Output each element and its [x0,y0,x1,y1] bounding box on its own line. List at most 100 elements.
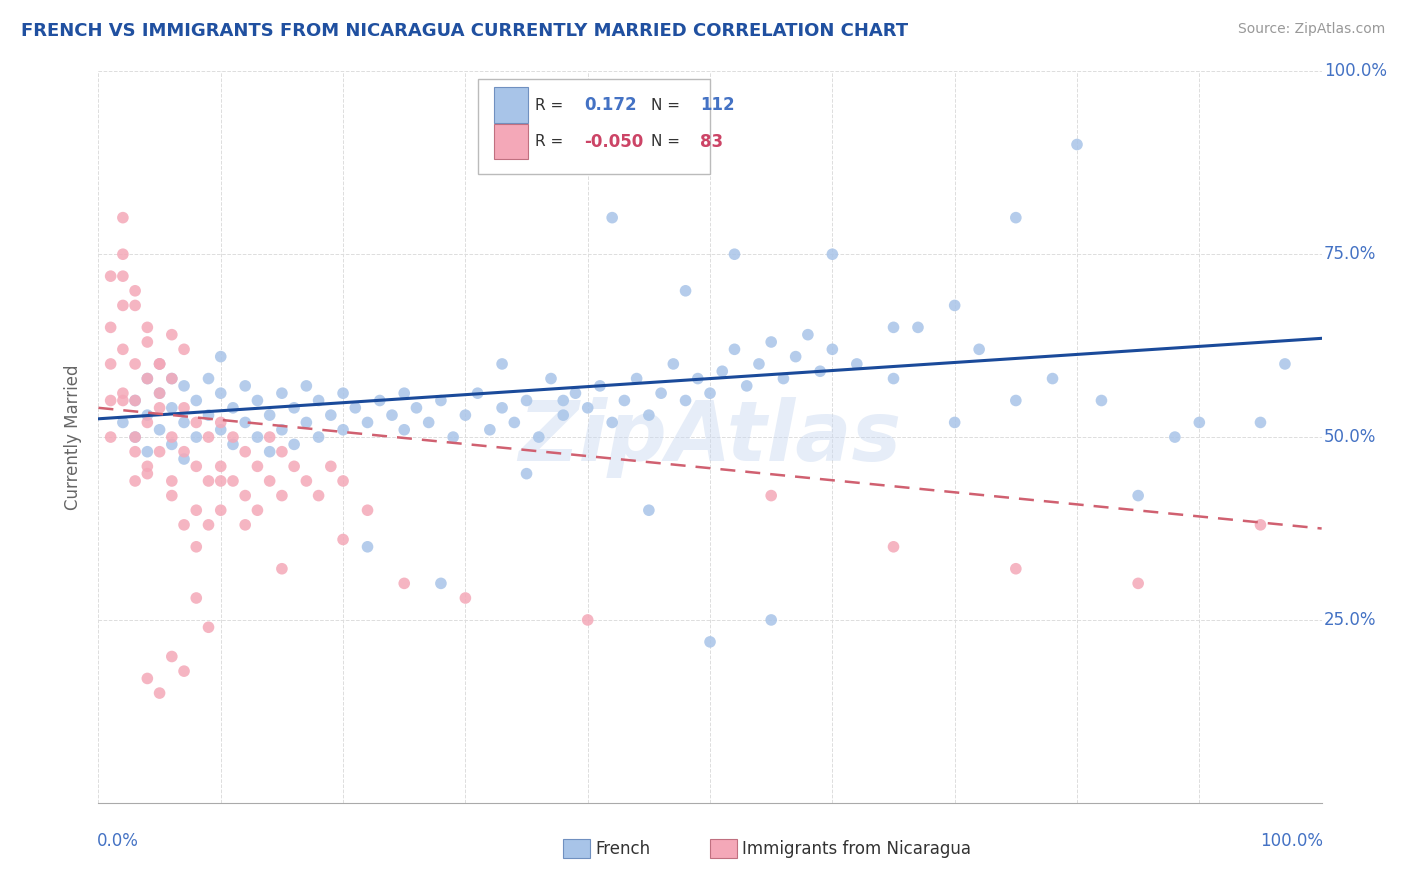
Point [699,386,721,401]
Point [797,327,820,342]
Y-axis label: Currently Married: Currently Married [65,364,83,510]
Point [515,467,537,481]
Point [149,423,172,437]
Point [160,649,183,664]
Point [368,393,391,408]
Point [332,474,354,488]
Point [675,284,697,298]
Point [564,386,586,401]
Point [761,613,783,627]
Point [136,467,159,481]
Text: Source: ZipAtlas.com: Source: ZipAtlas.com [1237,22,1385,37]
Point [761,489,783,503]
Point [553,393,575,408]
Point [883,320,905,334]
Point [662,357,685,371]
Text: 0.172: 0.172 [583,96,637,114]
Point [111,211,134,225]
Point [186,416,208,430]
Point [111,393,134,408]
Point [222,401,245,415]
Point [270,386,294,401]
Point [111,343,134,357]
Point [381,408,404,422]
Point [136,371,159,385]
Point [233,416,256,430]
Point [735,379,758,393]
Point [540,371,562,385]
Point [149,686,172,700]
Point [637,408,661,422]
Point [283,459,305,474]
Point [197,430,219,444]
Point [197,620,219,634]
Point [270,489,294,503]
Point [845,357,868,371]
Point [197,517,219,532]
Point [100,430,122,444]
Point [209,423,232,437]
Point [173,452,195,467]
Point [233,379,256,393]
Text: Immigrants from Nicaragua: Immigrants from Nicaragua [742,840,970,858]
Point [295,474,318,488]
Point [883,371,905,385]
Point [136,408,159,422]
Point [149,357,172,371]
Point [943,416,966,430]
Point [589,379,612,393]
Point [761,334,783,349]
Point [136,371,159,385]
Point [308,393,330,408]
Point [186,540,208,554]
Point [454,408,477,422]
Point [173,517,195,532]
Point [259,408,281,422]
Point [1249,517,1271,532]
Point [100,269,122,284]
Point [491,401,513,415]
Point [356,540,378,554]
Point [136,416,159,430]
Point [637,503,661,517]
Text: -0.050: -0.050 [583,133,644,151]
Point [173,401,195,415]
Point [160,489,183,503]
Point [111,386,134,401]
Point [173,444,195,458]
Point [344,401,367,415]
Text: 100.0%: 100.0% [1260,832,1323,850]
Point [650,386,672,401]
Text: ZipAtlas: ZipAtlas [519,397,901,477]
Point [100,393,122,408]
Point [246,459,269,474]
Point [711,364,734,378]
Point [259,444,281,458]
Point [233,517,256,532]
Point [319,459,342,474]
Point [503,416,526,430]
Point [319,408,342,422]
Point [160,437,183,451]
Point [405,401,427,415]
Point [1004,211,1026,225]
Point [576,613,599,627]
Point [332,533,354,547]
Point [675,393,697,408]
Point [209,416,232,430]
Point [356,416,378,430]
Point [173,416,195,430]
Point [723,343,745,357]
Text: 75.0%: 75.0% [1324,245,1376,263]
Point [209,503,232,517]
Point [1249,416,1271,430]
Point [124,393,146,408]
Point [186,459,208,474]
Point [772,371,794,385]
Point [748,357,770,371]
Point [1164,430,1187,444]
Point [626,371,648,385]
Point [808,364,831,378]
Point [1128,489,1150,503]
Point [613,393,636,408]
